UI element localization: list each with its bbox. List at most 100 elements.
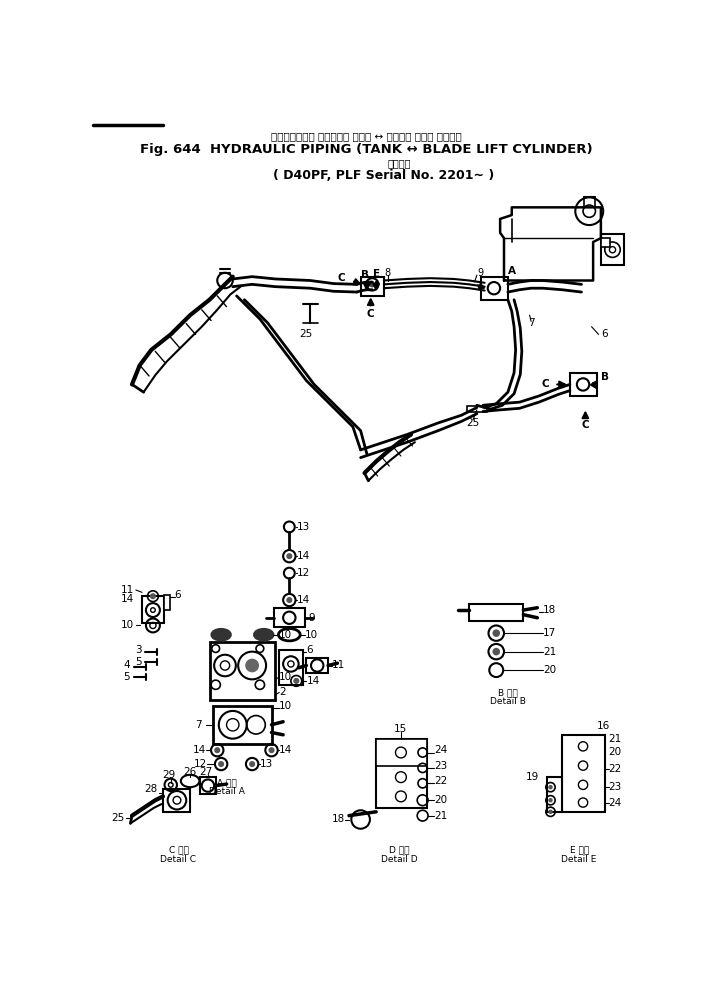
Circle shape: [549, 810, 552, 814]
Text: C 詳細: C 詳細: [169, 845, 189, 854]
Text: 17: 17: [543, 629, 556, 639]
Bar: [164, 595, 170, 610]
Text: 20: 20: [543, 665, 556, 675]
Text: 14: 14: [297, 551, 310, 561]
Text: 5: 5: [123, 672, 129, 682]
Bar: [480, 276, 508, 300]
Bar: [213, 706, 272, 744]
Circle shape: [294, 678, 299, 683]
Text: 25: 25: [111, 813, 124, 823]
Text: 26: 26: [184, 767, 197, 777]
Text: 14: 14: [121, 594, 134, 604]
Text: B: B: [601, 372, 609, 382]
Text: 6: 6: [306, 645, 313, 655]
Text: 6: 6: [601, 330, 608, 340]
Text: 14: 14: [192, 745, 206, 755]
Bar: [163, 789, 190, 812]
Text: 7: 7: [528, 318, 534, 328]
Circle shape: [287, 553, 292, 558]
Bar: [209, 643, 275, 700]
Text: 14: 14: [280, 745, 292, 755]
Text: 10: 10: [280, 701, 292, 711]
Bar: [547, 777, 562, 812]
Text: 10: 10: [305, 630, 318, 640]
Text: 12: 12: [194, 759, 207, 769]
Text: 7: 7: [195, 720, 202, 730]
Circle shape: [269, 747, 274, 752]
Text: 24: 24: [608, 798, 622, 808]
Circle shape: [151, 594, 155, 599]
Text: 27: 27: [199, 767, 212, 777]
Bar: [142, 596, 164, 623]
Text: A: A: [508, 266, 516, 276]
Text: 19: 19: [526, 772, 539, 782]
Text: ハイドロリック パイピング タンク ↔ ブレード リフト シリンダ: ハイドロリック パイピング タンク ↔ ブレード リフト シリンダ: [271, 131, 461, 141]
Text: 21: 21: [434, 811, 448, 821]
Text: 29: 29: [162, 770, 176, 780]
Text: Detail A: Detail A: [209, 787, 245, 796]
Text: 9: 9: [477, 268, 483, 278]
Text: 11: 11: [332, 660, 345, 670]
Text: 16: 16: [597, 721, 610, 731]
Text: 20: 20: [434, 795, 448, 805]
Bar: [306, 657, 328, 673]
Text: 20: 20: [608, 746, 622, 756]
Text: 25: 25: [466, 418, 480, 428]
Circle shape: [370, 282, 375, 287]
Text: 4: 4: [123, 660, 129, 670]
Text: 18: 18: [332, 815, 345, 825]
Bar: [280, 650, 302, 685]
Text: 2: 2: [280, 687, 286, 697]
Text: Detail B: Detail B: [490, 697, 526, 706]
Text: C: C: [367, 309, 375, 319]
Text: 22: 22: [608, 764, 622, 774]
Text: 18: 18: [543, 605, 556, 615]
Text: 21: 21: [543, 646, 556, 656]
Bar: [360, 276, 384, 296]
Text: A 詳細: A 詳細: [217, 778, 237, 787]
Text: 21: 21: [608, 734, 622, 743]
Text: E 詳細: E 詳細: [570, 845, 588, 854]
Text: 28: 28: [144, 784, 157, 794]
Text: 10: 10: [280, 672, 292, 682]
Text: 25: 25: [300, 330, 313, 340]
Text: 23: 23: [434, 760, 448, 770]
Text: 14: 14: [297, 595, 310, 605]
Text: Detail E: Detail E: [561, 855, 597, 864]
Bar: [562, 735, 605, 812]
Text: 11: 11: [121, 585, 134, 595]
Text: B 詳細: B 詳細: [498, 688, 518, 697]
Ellipse shape: [255, 630, 273, 641]
Text: 5: 5: [135, 656, 142, 666]
Circle shape: [246, 659, 258, 671]
Text: 6: 6: [174, 590, 181, 600]
Circle shape: [493, 630, 499, 637]
Text: 24: 24: [434, 745, 448, 755]
Bar: [376, 739, 427, 765]
Bar: [200, 777, 216, 794]
Text: C: C: [541, 379, 549, 389]
Text: 22: 22: [434, 776, 448, 786]
Bar: [601, 235, 624, 265]
Text: ( D40PF, PLF Serial No. 2201∼ ): ( D40PF, PLF Serial No. 2201∼ ): [273, 169, 495, 182]
Bar: [601, 239, 610, 248]
Bar: [467, 406, 487, 412]
Text: 13: 13: [260, 759, 273, 769]
Ellipse shape: [278, 629, 300, 641]
Ellipse shape: [181, 775, 199, 787]
Text: 10: 10: [280, 630, 292, 640]
Text: 3: 3: [135, 645, 142, 655]
Circle shape: [250, 761, 255, 766]
Text: 15: 15: [394, 725, 408, 735]
Text: 23: 23: [608, 782, 622, 792]
Text: 適用号機: 適用号機: [388, 158, 411, 168]
Circle shape: [549, 786, 552, 789]
Ellipse shape: [212, 630, 230, 641]
Circle shape: [549, 799, 552, 802]
Text: 9: 9: [309, 613, 315, 623]
Text: 8: 8: [385, 268, 391, 278]
Text: 13: 13: [297, 522, 310, 532]
Circle shape: [493, 648, 499, 654]
Text: Fig. 644  HYDRAULIC PIPING (TANK ↔ BLADE LIFT CYLINDER): Fig. 644 HYDRAULIC PIPING (TANK ↔ BLADE …: [139, 144, 592, 156]
Circle shape: [219, 761, 224, 766]
